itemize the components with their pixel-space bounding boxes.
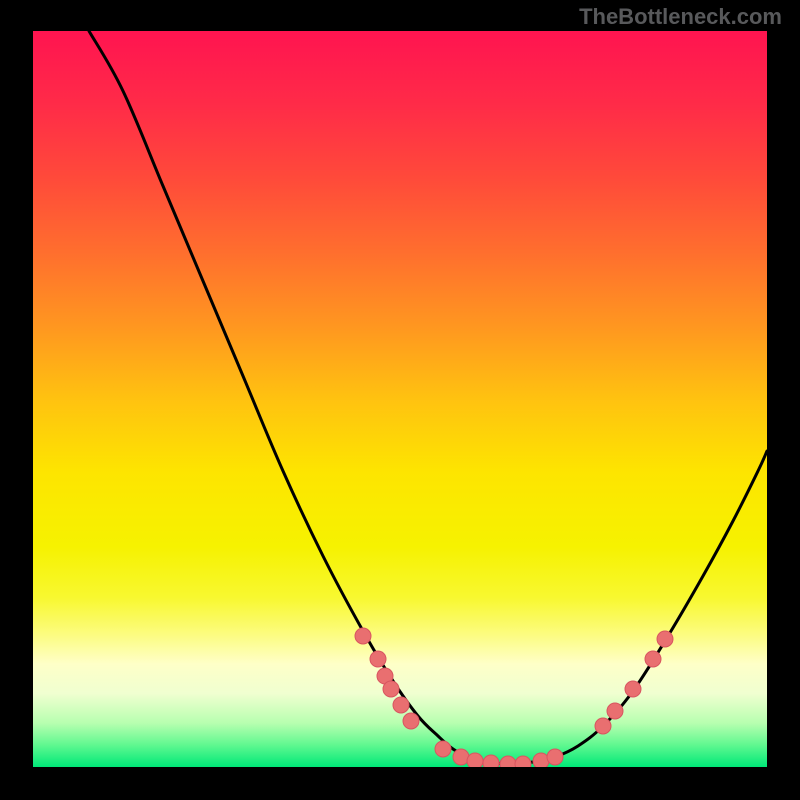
data-marker (547, 749, 563, 765)
plot-svg (33, 31, 767, 767)
data-marker (625, 681, 641, 697)
data-marker (370, 651, 386, 667)
watermark-text: TheBottleneck.com (579, 4, 782, 30)
data-marker (393, 697, 409, 713)
data-marker (453, 749, 469, 765)
data-marker (403, 713, 419, 729)
data-marker (435, 741, 451, 757)
data-marker (467, 753, 483, 767)
data-marker (383, 681, 399, 697)
data-marker (645, 651, 661, 667)
data-marker (355, 628, 371, 644)
plot-area (33, 31, 767, 767)
data-marker (533, 753, 549, 767)
data-marker (607, 703, 623, 719)
data-marker (595, 718, 611, 734)
data-marker (483, 755, 499, 767)
data-marker (657, 631, 673, 647)
data-marker (500, 756, 516, 767)
data-marker (515, 756, 531, 767)
chart-container: TheBottleneck.com (0, 0, 800, 800)
